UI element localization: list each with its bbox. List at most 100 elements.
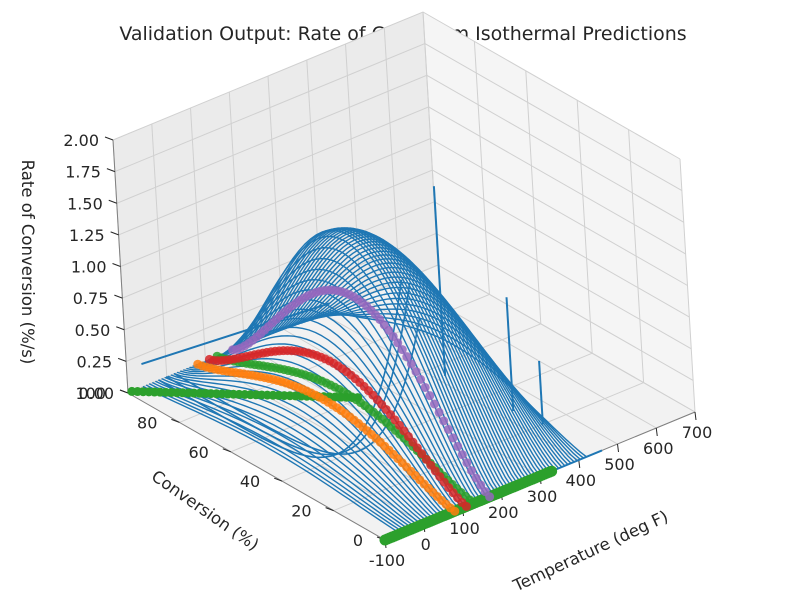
- x-tick-label: 100: [449, 519, 480, 538]
- fan-curve: [155, 380, 414, 530]
- x-tick-label: 0: [421, 535, 431, 554]
- z-tick-mark: [116, 326, 125, 331]
- z-tick-mark: [110, 231, 119, 236]
- z-tick-mark: [119, 389, 129, 394]
- arc-dot: [434, 407, 444, 417]
- z-tick-label: 1.25: [69, 226, 105, 245]
- arc-dot: [480, 487, 490, 497]
- z-gridline: [120, 137, 688, 286]
- z-tick-label: 1.75: [65, 163, 101, 182]
- arc-dot: [429, 399, 439, 409]
- y-tick-mark: [222, 448, 231, 453]
- fan-curve: [148, 383, 408, 532]
- y-tick-label: 20: [291, 502, 311, 521]
- fan-curve: [235, 227, 495, 496]
- x-tick-mark: [655, 427, 658, 437]
- fan-curve: [297, 271, 557, 471]
- arc-dot: [411, 367, 421, 377]
- y-axis-line: [127, 392, 386, 541]
- arc-dot: [228, 345, 238, 355]
- x-tick-label: 300: [527, 487, 558, 506]
- fan-curve: [304, 281, 563, 468]
- z-tick-mark: [114, 294, 123, 299]
- fan-curve: [173, 373, 433, 522]
- fan-curve: [294, 266, 554, 472]
- z-gridline: [116, 74, 685, 223]
- arc-dot: [448, 433, 458, 443]
- z-tick-label: 0.25: [77, 352, 113, 371]
- y-tick-label: 100: [75, 384, 106, 403]
- x-tick-label: 600: [643, 439, 674, 458]
- arc-dot: [416, 374, 426, 384]
- fan-curve: [145, 384, 405, 533]
- fan-curve: [313, 297, 572, 464]
- z-axis-label: Rate of Conversion (%/s): [18, 160, 37, 365]
- fan-curve: [142, 385, 402, 535]
- fan-curve: [232, 228, 492, 498]
- z-gridline: [112, 11, 681, 160]
- fan-curve: [288, 258, 547, 475]
- arc-dot: [425, 391, 435, 401]
- x-tick-mark: [617, 443, 619, 453]
- arc-dot: [397, 345, 407, 355]
- vertical-line: [538, 360, 544, 425]
- x-tick-label: 400: [565, 471, 596, 490]
- y-tick-mark: [171, 418, 180, 423]
- fan-curve: [310, 292, 569, 466]
- z-gridline: [114, 43, 683, 192]
- arc-dot: [443, 424, 453, 434]
- floor-dot: [546, 465, 558, 477]
- arc-dot: [471, 473, 481, 483]
- z-gridline: [118, 106, 686, 255]
- y-tick-label: 40: [240, 472, 260, 491]
- z-tick-mark: [108, 199, 117, 204]
- vertical-line: [432, 186, 447, 377]
- spike-curve: [158, 279, 403, 459]
- arc-dot: [457, 450, 467, 460]
- fan-curve: [319, 308, 578, 462]
- vertical-line: [505, 297, 515, 412]
- fan-curve: [226, 235, 485, 500]
- y-tick-mark: [325, 507, 334, 512]
- x-tick-label: -100: [369, 551, 405, 570]
- spike-curve: [173, 317, 421, 455]
- arc-dot: [462, 458, 472, 468]
- x-tick-mark: [578, 459, 581, 469]
- arc-dot: [406, 359, 416, 369]
- fan-curve: [322, 311, 581, 461]
- z-tick-mark: [117, 357, 127, 362]
- z-gridline: [122, 169, 690, 318]
- x-tick-mark: [694, 411, 697, 421]
- fan-curve: [291, 262, 550, 473]
- z-tick-label: 1.50: [67, 194, 103, 213]
- arc-dot: [467, 466, 477, 476]
- fan-curve: [238, 227, 498, 495]
- tick-labels: -10001002003004005006007000204060801000.…: [63, 131, 712, 570]
- x-tick-label: 500: [604, 455, 635, 474]
- arc-dot: [402, 352, 412, 362]
- fan-curve: [167, 375, 426, 525]
- x-tick-label: 200: [488, 503, 519, 522]
- fan-curve: [170, 374, 430, 523]
- fan-edge: [141, 302, 331, 365]
- z-tick-label: 0.75: [73, 289, 109, 308]
- arc-dot: [204, 354, 214, 364]
- y-tick-label: 0: [353, 531, 363, 550]
- arc-dot: [439, 416, 449, 426]
- arc-dot: [453, 441, 463, 451]
- y-tick-mark: [274, 477, 283, 482]
- y-tick-label: 60: [188, 443, 208, 462]
- z-tick-label: 2.00: [63, 131, 99, 150]
- z-tick-mark: [112, 263, 121, 267]
- arc-dot: [420, 382, 430, 392]
- arc-dot: [393, 338, 403, 348]
- z-tick-mark: [104, 136, 114, 141]
- z-tick-mark: [106, 168, 116, 173]
- fan-curve: [285, 254, 544, 476]
- z-tick-label: 0.00: [78, 384, 114, 403]
- arc-dot: [476, 480, 486, 490]
- fan-curve: [307, 286, 566, 467]
- arc-dot: [193, 359, 203, 369]
